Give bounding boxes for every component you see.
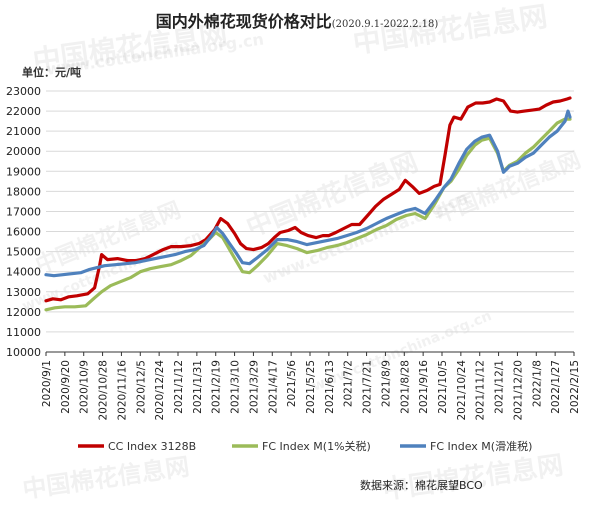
x-tick-label: 2021/8/28 [399, 360, 411, 414]
x-tick-label: 2020/9/20 [60, 360, 72, 414]
x-tick-label: 2021/2/19 [211, 360, 223, 414]
chart-title-block: 国内外棉花现货价格对比(2020.9.1-2022.2.18) [0, 8, 594, 32]
y-tick-label: 18000 [6, 185, 41, 198]
y-tick-label: 22000 [6, 105, 41, 118]
y-tick-label: 12000 [6, 306, 41, 319]
x-tick-label: 2021/6/13 [324, 360, 336, 414]
x-tick-label: 2020/12/5 [135, 360, 147, 414]
y-tick-label: 23000 [6, 85, 41, 98]
series-line-2 [44, 117, 572, 312]
y-tick-label: 10000 [6, 346, 41, 359]
x-tick-label: 2021/12/20 [512, 360, 524, 421]
x-tick-label: 2021/3/29 [248, 360, 260, 414]
x-tick-label: 2020/11/16 [116, 360, 128, 421]
x-tick-label: 2020/12/24 [154, 360, 166, 421]
y-tick-label: 19000 [6, 165, 41, 178]
y-tick-label: 14000 [6, 266, 41, 279]
x-tick-label: 2022/2/15 [569, 360, 581, 414]
x-tick-label: 2020/10/28 [98, 360, 110, 421]
data-source-note: 数据来源：棉花展望BCO [360, 479, 483, 492]
series-line-1 [44, 96, 572, 303]
x-tick-label: 2021/4/17 [267, 360, 279, 414]
x-tick-label: 2021/9/16 [418, 360, 430, 414]
x-tick-label: 2021/3/10 [230, 360, 242, 414]
series-line-3 [44, 109, 572, 278]
chart-title: 国内外棉花现货价格对比 [155, 12, 332, 31]
x-tick-label: 2021/10/5 [437, 360, 449, 414]
chart-subtitle: (2020.9.1-2022.2.18) [331, 19, 439, 30]
x-tick-label: 2020/9/1 [41, 360, 53, 407]
x-tick-label: 2021/12/1 [494, 360, 506, 414]
y-tick-label: 16000 [6, 226, 41, 239]
x-tick-label: 2021/10/24 [456, 360, 468, 421]
x-tick-label: 2020/10/9 [79, 360, 91, 414]
x-tick-label: 2021/1/31 [192, 360, 204, 414]
unit-label: 单位：元/吨 [22, 66, 82, 79]
x-tick-label: 2021/7/2 [343, 360, 355, 407]
y-tick-label: 17000 [6, 205, 41, 218]
x-tick-label: 2022/1/27 [550, 360, 562, 414]
legend-label: FC Index M(滑准税) [430, 439, 532, 453]
x-tick-label: 2021/1/12 [173, 360, 185, 414]
x-tick-label: 2021/5/6 [286, 360, 298, 407]
x-tick-label: 2021/7/21 [362, 360, 374, 414]
y-tick-label: 20000 [6, 145, 41, 158]
y-tick-label: 15000 [6, 246, 41, 259]
x-tick-label: 2021/8/9 [380, 360, 392, 407]
x-tick-label: 2021/11/12 [475, 360, 487, 421]
x-tick-label: 2022/1/8 [531, 360, 543, 407]
legend-label: FC Index M(1%关税) [262, 439, 371, 453]
legend-label: CC Index 3128B [108, 440, 196, 453]
y-tick-label: 21000 [6, 125, 41, 138]
y-tick-label: 13000 [6, 286, 41, 299]
x-tick-label: 2021/5/25 [305, 360, 317, 414]
y-tick-label: 11000 [6, 326, 41, 339]
